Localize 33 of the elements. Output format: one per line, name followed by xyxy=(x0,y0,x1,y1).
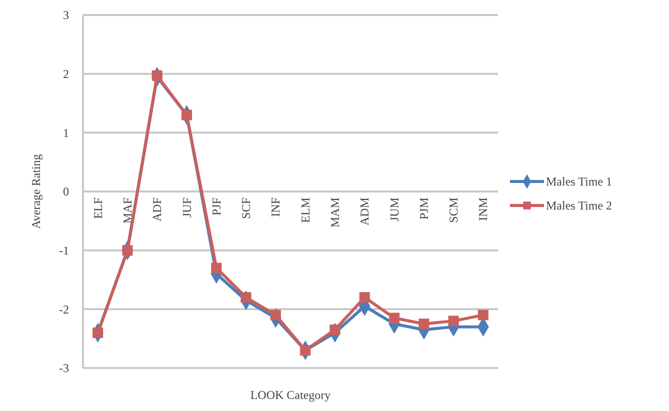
x-tick-label: ADF xyxy=(150,197,164,222)
legend-label: Males Time 1 xyxy=(546,174,612,189)
y-tick-label: 2 xyxy=(63,67,69,82)
x-axis-title: LOOK Category xyxy=(250,388,331,402)
x-tick-label: PJF xyxy=(209,197,224,216)
x-tick-label: SCF xyxy=(239,197,254,219)
legend-label: Males Time 2 xyxy=(546,198,612,213)
point xyxy=(478,310,488,320)
y-tick-label: 1 xyxy=(63,126,69,140)
x-tick-label: INF xyxy=(268,197,283,217)
x-tick-label: ELM xyxy=(298,197,312,223)
x-tick-label: MAM xyxy=(328,197,342,228)
point xyxy=(448,316,459,326)
point xyxy=(211,262,222,274)
point xyxy=(330,324,340,335)
point xyxy=(359,292,370,303)
y-tick-label: -1 xyxy=(59,244,69,258)
x-tick-label: JUF xyxy=(180,197,194,218)
point xyxy=(418,318,430,330)
x-tick-label: SCM xyxy=(446,197,461,223)
x-tick-label: MAF xyxy=(120,197,134,224)
x-tick-label: JUM xyxy=(387,197,402,222)
x-tick-label: ELF xyxy=(90,197,105,219)
y-tick-label: 0 xyxy=(63,184,69,199)
x-tick-label: PJM xyxy=(416,197,431,220)
x-tick-label: ADM xyxy=(358,197,372,226)
point xyxy=(240,292,252,303)
y-tick-label: 3 xyxy=(63,8,69,22)
point xyxy=(389,312,400,324)
x-tick-label: INM xyxy=(476,197,490,221)
y-axis-title: Average Rating xyxy=(29,154,43,229)
y-tick-label: -2 xyxy=(59,302,69,316)
y-tick-label: -3 xyxy=(59,361,69,376)
